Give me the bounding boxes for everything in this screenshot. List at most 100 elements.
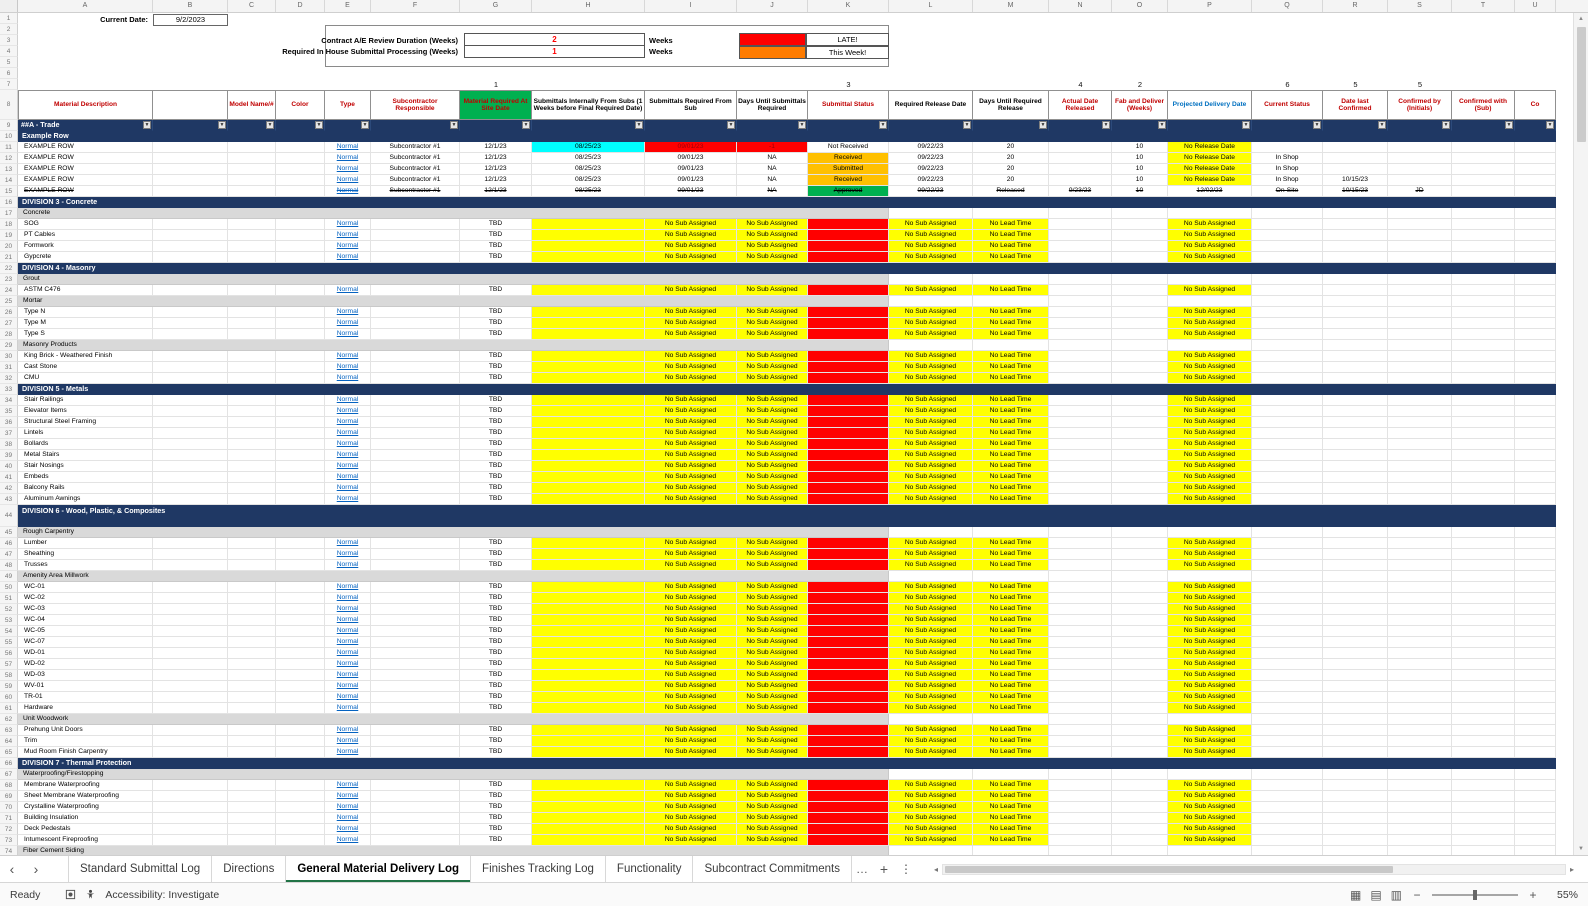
cell-A24[interactable]: ASTM C476: [18, 285, 153, 296]
cell-P23[interactable]: [1168, 274, 1252, 285]
header-A[interactable]: Material Description: [18, 90, 153, 120]
cell-A71[interactable]: Building Insulation: [18, 813, 153, 824]
cell-T15[interactable]: [1452, 186, 1515, 197]
cell-C47[interactable]: [228, 549, 276, 560]
cell-R11[interactable]: [1323, 142, 1388, 153]
cell-M71[interactable]: No Lead Time: [973, 813, 1049, 824]
cell-M35[interactable]: No Lead Time: [973, 406, 1049, 417]
cell-M28[interactable]: No Lead Time: [973, 329, 1049, 340]
row-number[interactable]: 1: [0, 13, 18, 24]
cell-S11[interactable]: [1388, 142, 1452, 153]
cell-M62[interactable]: [973, 714, 1049, 725]
cell-O64[interactable]: [1112, 736, 1168, 747]
cell-O15[interactable]: 10: [1112, 186, 1168, 197]
cell-N26[interactable]: [1049, 307, 1112, 318]
cell-H47[interactable]: [532, 549, 645, 560]
cell-N58[interactable]: [1049, 670, 1112, 681]
cell-S47[interactable]: [1388, 549, 1452, 560]
cell-U13[interactable]: [1515, 164, 1556, 175]
cell-M63[interactable]: No Lead Time: [973, 725, 1049, 736]
row-number[interactable]: 21: [0, 252, 18, 263]
cell-O18[interactable]: [1112, 219, 1168, 230]
cell-H40[interactable]: [532, 461, 645, 472]
cell-P74[interactable]: [1168, 846, 1252, 855]
cell-U17[interactable]: [1515, 208, 1556, 219]
column-header-R[interactable]: R: [1323, 0, 1388, 12]
cell-T74[interactable]: [1452, 846, 1515, 855]
cell-S26[interactable]: [1388, 307, 1452, 318]
cell-D57[interactable]: [276, 659, 325, 670]
cell-A47[interactable]: Sheathing: [18, 549, 153, 560]
cell-A19[interactable]: PT Cables: [18, 230, 153, 241]
cell-B34[interactable]: [153, 395, 228, 406]
cell-L51[interactable]: No Sub Assigned: [889, 593, 973, 604]
cell-J72[interactable]: No Sub Assigned: [737, 824, 808, 835]
cell-E18[interactable]: Normal: [325, 219, 371, 230]
cell-H70[interactable]: [532, 802, 645, 813]
cell-A59[interactable]: WV-01: [18, 681, 153, 692]
cell-K56[interactable]: [808, 648, 889, 659]
cell-G60[interactable]: TBD: [460, 692, 532, 703]
column-header-S[interactable]: S: [1388, 0, 1452, 12]
cell-L55[interactable]: No Sub Assigned: [889, 637, 973, 648]
cell-D27[interactable]: [276, 318, 325, 329]
cell-S35[interactable]: [1388, 406, 1452, 417]
cell-U39[interactable]: [1515, 450, 1556, 461]
row-number[interactable]: 68: [0, 780, 18, 791]
cell-M53[interactable]: No Lead Time: [973, 615, 1049, 626]
cell-A13[interactable]: EXAMPLE ROW: [18, 164, 153, 175]
cell-O47[interactable]: [1112, 549, 1168, 560]
cell-U58[interactable]: [1515, 670, 1556, 681]
cell-S59[interactable]: [1388, 681, 1452, 692]
cell-O56[interactable]: [1112, 648, 1168, 659]
cell-B72[interactable]: [153, 824, 228, 835]
cell-Q15[interactable]: On-Site: [1252, 186, 1323, 197]
cell-S17[interactable]: [1388, 208, 1452, 219]
cell-B58[interactable]: [153, 670, 228, 681]
cell-G24[interactable]: TBD: [460, 285, 532, 296]
cell-D32[interactable]: [276, 373, 325, 384]
cell-E68[interactable]: Normal: [325, 780, 371, 791]
cell-R17[interactable]: [1323, 208, 1388, 219]
cell-K35[interactable]: [808, 406, 889, 417]
cell-J19[interactable]: No Sub Assigned: [737, 230, 808, 241]
cell-G52[interactable]: TBD: [460, 604, 532, 615]
cell-S71[interactable]: [1388, 813, 1452, 824]
cell-Q73[interactable]: [1252, 835, 1323, 846]
cell-N47[interactable]: [1049, 549, 1112, 560]
header-K[interactable]: Submittal Status: [808, 90, 889, 120]
cell-N40[interactable]: [1049, 461, 1112, 472]
cell-R69[interactable]: [1323, 791, 1388, 802]
cell-G61[interactable]: TBD: [460, 703, 532, 714]
cell-S64[interactable]: [1388, 736, 1452, 747]
cell-B60[interactable]: [153, 692, 228, 703]
header-D[interactable]: Color: [276, 90, 325, 120]
cell-J52[interactable]: No Sub Assigned: [737, 604, 808, 615]
cell-T43[interactable]: [1452, 494, 1515, 505]
cell-R32[interactable]: [1323, 373, 1388, 384]
cell-H59[interactable]: [532, 681, 645, 692]
cell-R24[interactable]: [1323, 285, 1388, 296]
cell-Q67[interactable]: [1252, 769, 1323, 780]
cell-O62[interactable]: [1112, 714, 1168, 725]
cell-G42[interactable]: TBD: [460, 483, 532, 494]
row-number[interactable]: 60: [0, 692, 18, 703]
cell-L12[interactable]: 09/22/23: [889, 153, 973, 164]
horizontal-scroll-track[interactable]: [941, 863, 1566, 875]
cell-N39[interactable]: [1049, 450, 1112, 461]
cell-O34[interactable]: [1112, 395, 1168, 406]
cell-I46[interactable]: No Sub Assigned: [645, 538, 737, 549]
cell-U32[interactable]: [1515, 373, 1556, 384]
cell-S13[interactable]: [1388, 164, 1452, 175]
cell-L48[interactable]: No Sub Assigned: [889, 560, 973, 571]
cell-M20[interactable]: No Lead Time: [973, 241, 1049, 252]
cell-N55[interactable]: [1049, 637, 1112, 648]
row-number[interactable]: 14: [0, 175, 18, 186]
cell-M51[interactable]: No Lead Time: [973, 593, 1049, 604]
cell-A49[interactable]: Amenity Area Millwork: [18, 571, 889, 582]
cell-H28[interactable]: [532, 329, 645, 340]
cell-P62[interactable]: [1168, 714, 1252, 725]
cell-P55[interactable]: No Sub Assigned: [1168, 637, 1252, 648]
cell-H19[interactable]: [532, 230, 645, 241]
cell-M46[interactable]: No Lead Time: [973, 538, 1049, 549]
